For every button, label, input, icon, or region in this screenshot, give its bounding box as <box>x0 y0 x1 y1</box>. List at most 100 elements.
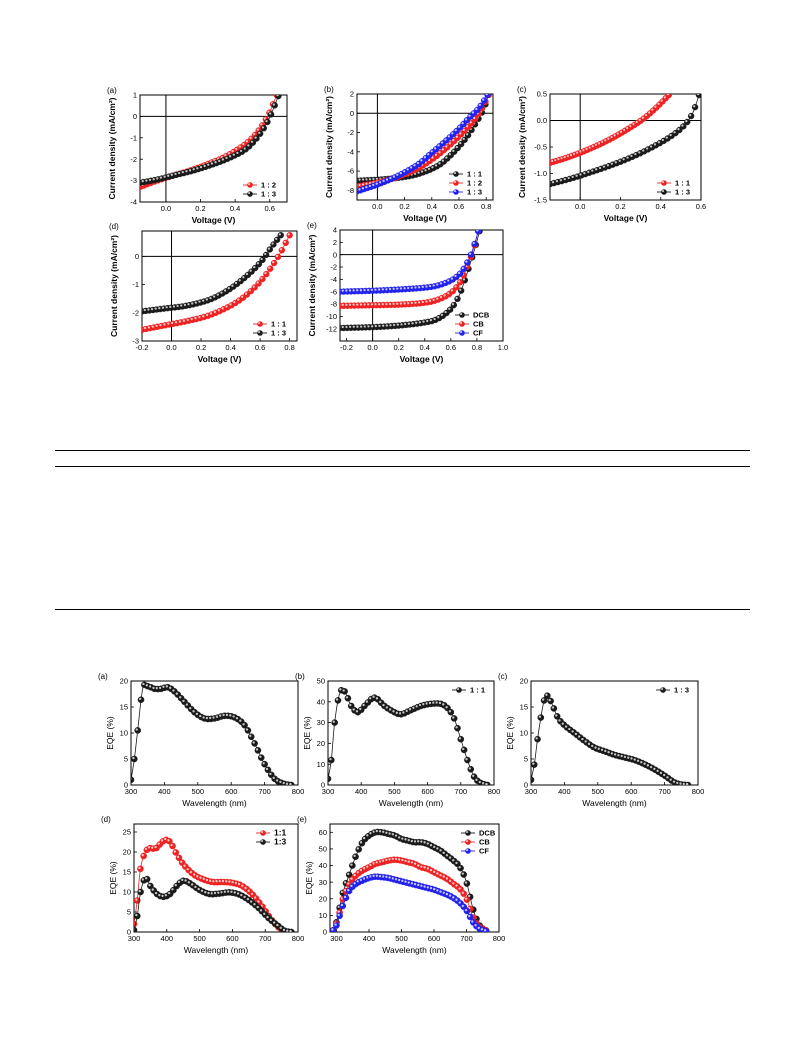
data-point-highlight <box>428 701 432 705</box>
data-point-highlight <box>476 230 479 232</box>
data-point-highlight <box>434 153 438 157</box>
data-point-highlight <box>459 288 462 291</box>
data-point-highlight <box>352 708 355 711</box>
data-point-highlight <box>454 128 457 132</box>
data-point-highlight <box>403 287 406 290</box>
data-point-highlight <box>595 168 598 171</box>
data-point-highlight <box>235 717 239 720</box>
data-point-highlight <box>359 289 363 292</box>
data-point-highlight <box>370 303 373 306</box>
data-point-highlight <box>328 777 329 779</box>
data-point-highlight <box>657 141 661 144</box>
data-point-highlight <box>438 701 442 705</box>
data-point <box>352 853 359 861</box>
data-point-highlight <box>451 132 454 135</box>
data-point-highlight <box>232 153 235 156</box>
data-point-highlight <box>571 175 574 179</box>
data-point-highlight <box>404 322 407 326</box>
data-point-highlight <box>177 880 181 884</box>
data-point-highlight <box>415 705 418 708</box>
data-point-highlight <box>431 156 434 159</box>
y-tick-label: -2 <box>347 128 354 137</box>
data-point-highlight <box>607 751 610 754</box>
data-point-highlight <box>359 878 363 882</box>
panel-tag: (c) <box>517 85 527 94</box>
data-point-highlight <box>388 858 391 861</box>
data-point-highlight <box>403 170 406 173</box>
data-point-highlight <box>267 247 271 250</box>
data-point-highlight <box>353 873 356 877</box>
data-point-highlight <box>464 118 468 121</box>
data-point-highlight <box>422 320 425 323</box>
legend: 1 : 11 : 21 : 3 <box>449 170 482 197</box>
data-point-highlight <box>138 697 142 701</box>
data-point-highlight <box>361 183 365 186</box>
data-point-highlight <box>618 159 621 162</box>
data-point-highlight <box>545 693 548 696</box>
data-point-highlight <box>197 887 200 891</box>
data-point-highlight <box>141 180 144 183</box>
y-tick-label: 30 <box>317 718 325 727</box>
y-tick-label: -1 <box>132 280 139 289</box>
data-point-highlight <box>436 283 439 286</box>
x-tick-label: 400 <box>161 934 174 943</box>
y-tick-label: -8 <box>330 300 337 309</box>
data-point <box>134 727 141 734</box>
legend-label: CF <box>479 847 489 856</box>
data-point-highlight <box>582 149 585 152</box>
legend-label: 1:3 <box>274 837 287 847</box>
data-point-highlight <box>455 296 458 300</box>
data-point-highlight <box>205 878 209 882</box>
legend-label: CB <box>479 838 490 847</box>
data-point-highlight <box>359 868 363 872</box>
data-point-highlight <box>469 121 472 124</box>
data-point-highlight <box>379 181 382 184</box>
y-tick-label: 0.5 <box>537 90 547 99</box>
data-point-highlight <box>375 182 378 185</box>
data-point-highlight <box>606 164 610 167</box>
y-axis-title: Current density (mA/cm²) <box>324 96 334 198</box>
data-point-highlight <box>372 695 375 698</box>
data-point <box>137 865 144 873</box>
data-point-highlight <box>151 846 154 849</box>
legend-label: DCB <box>479 829 496 838</box>
data-point-highlight <box>374 303 377 306</box>
data-point-highlight <box>185 703 189 706</box>
y-tick-label: -3 <box>130 176 137 185</box>
data-point-highlight <box>233 891 236 894</box>
y-tick-label: 20 <box>319 894 327 903</box>
data-point-highlight <box>563 156 566 159</box>
data-point-highlight <box>640 761 643 764</box>
data-point-highlight <box>192 168 195 171</box>
data-point-highlight <box>217 891 220 894</box>
data-point-highlight <box>372 830 375 833</box>
data-point <box>466 913 474 921</box>
data-point-highlight <box>329 757 332 761</box>
data-point-highlight <box>227 152 231 155</box>
legend: 1 : 3 <box>656 686 689 695</box>
data-point-highlight <box>567 176 570 180</box>
data-point-highlight <box>260 123 263 126</box>
x-tick-label: 0.0 <box>166 343 176 352</box>
data-point-highlight <box>170 173 174 176</box>
data-point <box>244 727 252 734</box>
data-point-highlight <box>581 737 584 741</box>
data-point-highlight <box>574 732 578 736</box>
y-tick-label: 0 <box>524 781 528 790</box>
data-point-highlight <box>377 288 381 291</box>
data-point-highlight <box>212 880 215 883</box>
data-point-highlight <box>568 727 571 731</box>
data-point-highlight <box>169 305 172 309</box>
data-point-highlight <box>209 879 212 883</box>
data-point <box>450 301 458 309</box>
data-point-highlight <box>148 178 152 182</box>
data-point-highlight <box>347 888 350 892</box>
data-point-highlight <box>436 847 439 850</box>
data-point <box>331 719 338 726</box>
legend-marker <box>459 330 465 336</box>
data-point-highlight <box>413 862 417 865</box>
data-point-highlight <box>148 883 151 887</box>
data-point-highlight <box>417 301 421 304</box>
data-point-highlight <box>455 861 458 865</box>
data-point-highlight <box>398 836 401 839</box>
